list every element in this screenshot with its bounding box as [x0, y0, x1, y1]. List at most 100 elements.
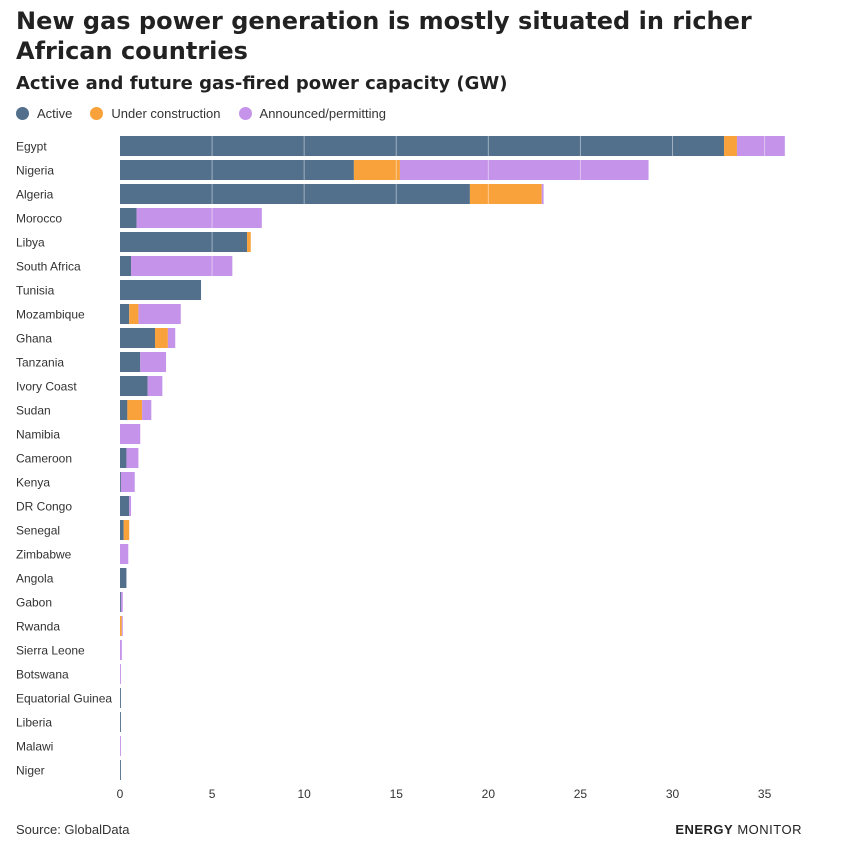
category-label: Liberia	[16, 716, 52, 730]
category-label: Malawi	[16, 740, 53, 754]
bar-botswana-announced-permitting	[120, 664, 121, 684]
category-label: Egypt	[16, 140, 47, 154]
bar-ivory-coast-announced-permitting	[147, 376, 163, 396]
bar-sudan-active	[120, 400, 128, 420]
legend-swatch-active	[16, 107, 29, 120]
legend-swatch-announced	[238, 107, 252, 120]
category-label: Senegal	[16, 524, 60, 538]
bar-zimbabwe-announced-permitting	[120, 544, 129, 564]
category-label: Sierra Leone	[16, 644, 85, 658]
category-label: DR Congo	[16, 500, 72, 514]
bar-niger-active	[120, 760, 121, 780]
bar-namibia-announced-permitting	[120, 424, 141, 444]
bar-morocco-announced-permitting	[136, 208, 262, 228]
bar-kenya-announced-permitting	[120, 472, 135, 492]
category-label: Ivory Coast	[16, 380, 77, 394]
bar-equatorial-guinea-active	[120, 688, 121, 708]
bar-cameroon-active	[120, 448, 127, 468]
bar-mozambique-under-construction	[129, 304, 139, 324]
bar-chart: Egypt Nigeria Algeria Morocco Libya South Afr…	[16, 136, 785, 801]
legend-item-active: Active	[16, 106, 72, 121]
bar-nigeria-active	[120, 160, 354, 180]
bar-mozambique-announced-permitting	[138, 304, 181, 324]
bar-rwanda-announced-permitting	[121, 616, 123, 636]
bar-ghana-active	[120, 328, 155, 348]
bar-angola-active	[120, 568, 127, 588]
brand-word-energy: ENERGY	[675, 822, 734, 837]
bar-ivory-coast-active	[120, 376, 148, 396]
category-label: Kenya	[16, 476, 50, 490]
bar-sudan-announced-permitting	[142, 400, 152, 420]
bar-ghana-under-construction	[154, 328, 168, 348]
category-label: Sudan	[16, 404, 51, 418]
bar-senegal-under-construction	[123, 520, 130, 540]
category-label: Mozambique	[16, 308, 85, 322]
category-label: Libya	[16, 236, 45, 250]
legend-item-under-construction: Under construction	[90, 106, 221, 121]
category-label: Namibia	[16, 428, 60, 442]
bar-ghana-announced-permitting	[167, 328, 176, 348]
bar-morocco-active	[120, 208, 137, 228]
bar-south-africa-active	[120, 256, 132, 276]
x-tick-label: 20	[482, 787, 496, 801]
legend-label-under-construction: Under construction	[111, 106, 221, 121]
bar-algeria-under-construction	[469, 184, 542, 204]
bar-south-africa-announced-permitting	[131, 256, 233, 276]
bar-egypt-under-construction	[724, 136, 737, 156]
bar-egypt-announced-permitting	[736, 136, 785, 156]
category-label: Zimbabwe	[16, 548, 72, 562]
x-tick-label: 30	[666, 787, 680, 801]
source-note: Source: GlobalData	[16, 822, 130, 837]
category-label: Algeria	[16, 188, 54, 202]
bar-libya-active	[120, 232, 248, 252]
bar-mozambique-active	[120, 304, 130, 324]
chart-subtitle: Active and future gas-fired power capaci…	[16, 73, 508, 94]
bar-tanzania-announced-permitting	[140, 352, 167, 372]
x-tick-label: 0	[117, 787, 124, 801]
bar-rwanda-under-construction	[120, 616, 122, 636]
category-label: Tanzania	[16, 356, 64, 370]
x-tick-label: 15	[390, 787, 404, 801]
category-label: Rwanda	[16, 620, 60, 634]
category-label: Angola	[16, 572, 54, 586]
bar-dr-congo-announced-permitting	[129, 496, 132, 516]
bar-nigeria-announced-permitting	[399, 160, 649, 180]
bar-gabon-announced-permitting	[120, 592, 123, 612]
category-label: Ghana	[16, 332, 52, 346]
bar-nigeria-under-construction	[353, 160, 400, 180]
bar-cameroon-announced-permitting	[126, 448, 139, 468]
category-label: Botswana	[16, 668, 69, 682]
legend-item-announced: Announced/permitting	[238, 106, 387, 121]
bar-egypt-active	[120, 136, 725, 156]
category-label: South Africa	[16, 260, 81, 274]
bar-tanzania-active	[120, 352, 141, 372]
category-label: Equatorial Guinea	[16, 692, 112, 706]
category-label: Cameroon	[16, 452, 72, 466]
bar-liberia-active	[120, 712, 121, 732]
x-tick-label: 35	[758, 787, 772, 801]
x-tick-label: 25	[574, 787, 588, 801]
bar-sierra-leone-announced-permitting	[120, 640, 122, 660]
chart-title: New gas power generation is mostly situa…	[16, 7, 752, 65]
bar-kenya-active	[120, 472, 121, 492]
bar-libya-under-construction	[247, 232, 251, 252]
x-tick-label: 10	[297, 787, 311, 801]
x-tick-label: 5	[209, 787, 216, 801]
category-label: Niger	[16, 764, 45, 778]
legend-label-announced: Announced/permitting	[259, 106, 387, 121]
category-label: Nigeria	[16, 164, 54, 178]
bar-sudan-under-construction	[127, 400, 143, 420]
legend-label-active: Active	[37, 106, 73, 121]
legend: Active Under construction Announced/perm…	[16, 106, 404, 121]
bar-algeria-active	[120, 184, 470, 204]
bar-gabon-active	[120, 592, 121, 612]
bar-algeria-announced-permitting	[541, 184, 544, 204]
legend-swatch-under-construction	[90, 107, 104, 120]
bar-tunisia-active	[120, 280, 202, 300]
brand-logo: ENERGY MONITOR	[675, 822, 802, 837]
category-label: Gabon	[16, 596, 52, 610]
bar-dr-congo-active	[120, 496, 130, 516]
brand-word-monitor: MONITOR	[737, 822, 802, 837]
bar-senegal-active	[120, 520, 124, 540]
category-label: Tunisia	[16, 284, 55, 298]
